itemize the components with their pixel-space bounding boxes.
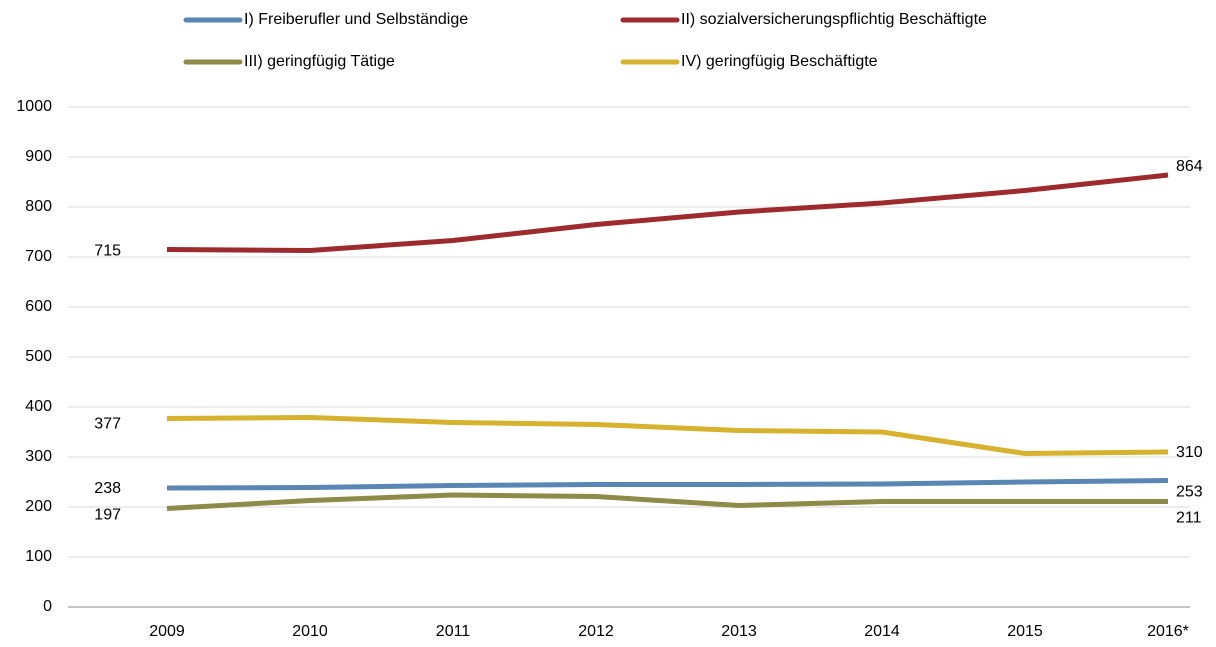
y-tick-label: 500 (25, 348, 52, 365)
series-line (166, 478, 1169, 491)
x-tick-label: 2016* (1147, 623, 1189, 640)
x-tick-label: 2011 (436, 623, 471, 640)
data-label: 211 (1176, 510, 1202, 527)
data-label: 197 (94, 507, 121, 524)
x-tick-label: 2010 (292, 623, 328, 640)
x-tick-label: 2015 (1007, 623, 1043, 640)
legend-label: III) geringfügig Tätige (244, 53, 395, 70)
legend-label: IV) geringfügig Beschäftigte (681, 53, 878, 70)
y-tick-label: 1000 (16, 98, 52, 115)
x-tick-label: 2013 (721, 623, 757, 640)
series-line (166, 492, 1168, 511)
data-label: 310 (1176, 444, 1203, 461)
x-tick-label: 2009 (149, 623, 185, 640)
data-label: 377 (94, 416, 121, 433)
data-label: 253 (1176, 484, 1203, 501)
y-tick-label: 300 (25, 448, 52, 465)
legend-label: II) sozialversicherungspflichtig Beschäf… (681, 11, 987, 28)
series-line (166, 415, 1169, 456)
y-tick-label: 400 (25, 398, 52, 415)
y-tick-label: 800 (25, 198, 52, 215)
y-tick-label: 900 (25, 148, 52, 165)
data-label: 238 (94, 480, 121, 497)
y-tick-label: 700 (25, 248, 52, 265)
data-label: 715 (94, 243, 121, 260)
legend-label: I) Freiberufler und Selbständige (244, 11, 468, 28)
x-tick-label: 2014 (864, 623, 900, 640)
y-tick-label: 0 (43, 598, 52, 615)
y-tick-label: 200 (25, 498, 52, 515)
y-tick-label: 100 (25, 548, 52, 565)
y-tick-label: 600 (25, 298, 52, 315)
data-label: 864 (1176, 158, 1203, 175)
series-line (166, 172, 1169, 253)
x-tick-label: 2012 (578, 623, 614, 640)
